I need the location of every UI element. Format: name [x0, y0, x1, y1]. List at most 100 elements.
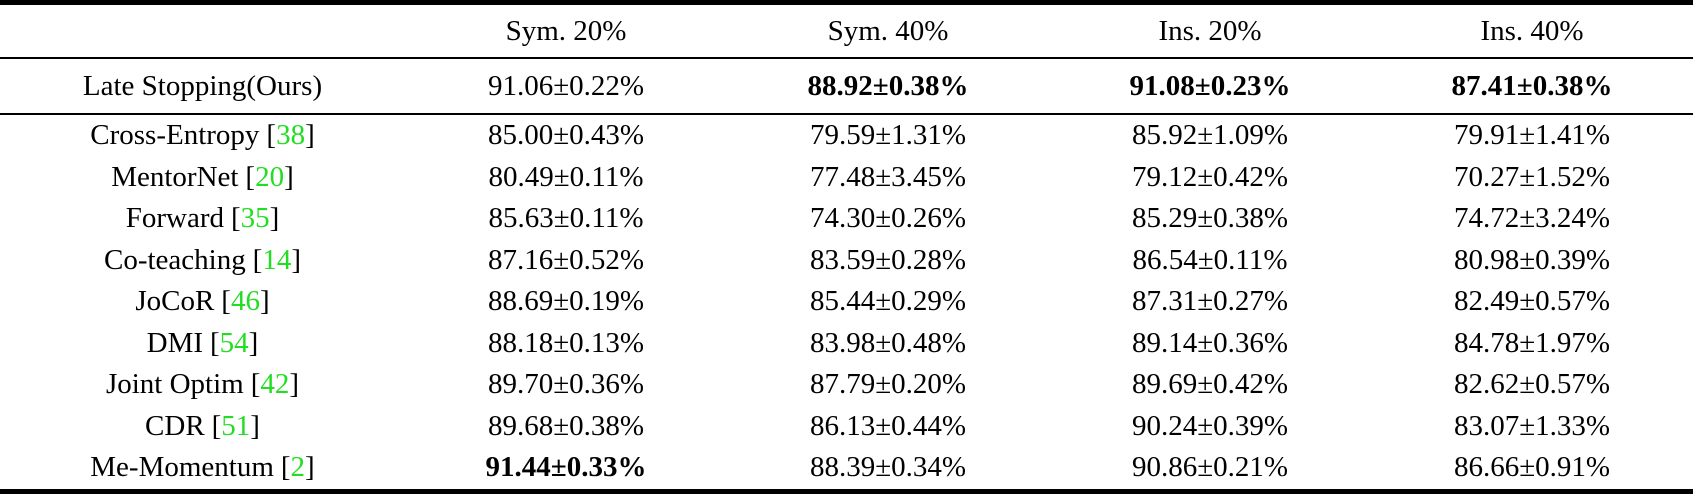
citation: [54]: [210, 327, 258, 359]
table-row-jocor: JoCoR [46] 88.69±0.19% 85.44±0.29% 87.31±…: [0, 281, 1693, 323]
value-cell: 80.98±0.39%: [1453, 243, 1611, 276]
method-name: Me-Momentum: [90, 451, 274, 484]
citation-link[interactable]: 14: [262, 243, 292, 276]
method-cell: CDR [51]: [0, 410, 405, 442]
citation: [51]: [212, 410, 260, 442]
citation-bracket-close: ]: [248, 326, 259, 359]
citation: [14]: [253, 244, 301, 276]
value-cell: 82.62±0.57%: [1453, 368, 1611, 401]
citation-link[interactable]: 35: [240, 202, 270, 235]
value-cell: 88.18±0.13%: [487, 326, 645, 359]
citation: [20]: [245, 161, 293, 193]
value-cell: 77.48±3.45%: [809, 160, 967, 193]
value-cell: 74.30±0.26%: [809, 202, 967, 235]
method-cell: Forward [35]: [0, 204, 405, 233]
citation-link[interactable]: 2: [290, 451, 306, 484]
citation-bracket-open: [: [252, 243, 263, 276]
citation-bracket-close: ]: [259, 285, 270, 318]
table-row-cross-entropy: Cross-Entropy [38] 85.00±0.43% 79.59±1.31…: [0, 115, 1693, 157]
method-name: DMI: [146, 326, 204, 359]
value-cell: 91.08±0.23%: [1129, 69, 1291, 102]
citation-bracket-open: [: [211, 409, 222, 442]
method-cell: JoCoR [46]: [0, 287, 405, 316]
value-cell: 89.14±0.36%: [1131, 326, 1289, 359]
table-row-dmi: DMI [54] 88.18±0.13% 83.98±0.48% 89.14±0.…: [0, 323, 1693, 365]
citation-link[interactable]: 20: [255, 160, 285, 193]
table-row-joint-optim: Joint Optim [42] 89.70±0.36% 87.79±0.20% …: [0, 364, 1693, 406]
value-cell: 83.59±0.28%: [809, 243, 967, 276]
value-cell: 90.24±0.39%: [1131, 409, 1289, 442]
method-cell: Late Stopping(Ours): [82, 69, 323, 102]
bottom-margin: [0, 494, 1693, 502]
header-row: Sym. 20% Sym. 40% Ins. 20% Ins. 40%: [0, 5, 1693, 57]
value-cell: 74.72±3.24%: [1453, 202, 1611, 235]
mid-rule: [0, 113, 1693, 115]
citation: [46]: [221, 285, 269, 317]
method-cell: Co-teaching [14]: [0, 243, 405, 276]
citation-link[interactable]: 38: [276, 119, 306, 152]
value-cell: 88.39±0.34%: [809, 451, 967, 484]
bottom-rule: [0, 488, 1693, 494]
method-cell: Me-Momentum [2]: [0, 453, 405, 482]
value-cell: 86.13±0.44%: [809, 409, 967, 442]
citation-link[interactable]: 51: [221, 409, 251, 442]
citation-link[interactable]: 54: [219, 326, 249, 359]
citation-bracket-open: [: [266, 119, 277, 152]
method-name: Co-teaching: [103, 243, 246, 276]
value-cell: 85.00±0.43%: [487, 119, 645, 152]
top-rule: [0, 0, 1693, 5]
method-cell: Cross-Entropy [38]: [0, 121, 405, 150]
value-cell: 85.29±0.38%: [1131, 202, 1289, 235]
method-name: JoCoR: [135, 285, 215, 318]
value-cell: 79.91±1.41%: [1453, 119, 1611, 152]
citation-bracket-open: [: [245, 160, 256, 193]
value-cell: 80.49±0.11%: [488, 160, 644, 193]
citation-bracket-open: [: [250, 368, 261, 401]
table-row-late-stopping: Late Stopping(Ours) 91.06±0.22% 88.92±0.…: [0, 59, 1693, 113]
value-cell: 87.41±0.38%: [1451, 69, 1613, 102]
method-name: Joint Optim: [105, 368, 244, 401]
value-cell: 91.06±0.22%: [487, 69, 645, 102]
value-cell: 79.12±0.42%: [1131, 160, 1289, 193]
value-cell: 89.69±0.42%: [1131, 368, 1289, 401]
header-cell-sym40: Sym. 40%: [827, 14, 949, 47]
value-cell: 87.31±0.27%: [1131, 285, 1289, 318]
value-cell: 85.92±1.09%: [1131, 119, 1289, 152]
value-cell: 87.16±0.52%: [487, 243, 645, 276]
citation-bracket-close: ]: [291, 243, 302, 276]
value-cell: 83.07±1.33%: [1453, 409, 1611, 442]
citation-link[interactable]: 46: [230, 285, 260, 318]
method-cell: Joint Optim [42]: [0, 370, 405, 399]
citation-bracket-close: ]: [250, 409, 260, 442]
table-row-cdr: CDR [51] 89.68±0.38% 86.13±0.44% 90.24±0.…: [0, 406, 1693, 448]
method-cell: DMI [54]: [0, 326, 405, 359]
value-cell: 84.78±1.97%: [1453, 326, 1611, 359]
value-cell: 90.86±0.21%: [1131, 451, 1289, 484]
value-cell: 86.66±0.91%: [1453, 451, 1611, 484]
citation-bracket-close: ]: [284, 160, 294, 193]
value-cell: 70.27±1.52%: [1453, 160, 1611, 193]
value-cell: 88.92±0.38%: [807, 69, 969, 102]
value-cell: 88.69±0.19%: [487, 285, 645, 318]
citation: [2]: [281, 451, 315, 483]
citation-bracket-close: ]: [305, 119, 315, 152]
value-cell: 85.63±0.11%: [488, 202, 644, 235]
value-cell: 83.98±0.48%: [809, 326, 967, 359]
citation-bracket-open: [: [280, 451, 291, 484]
table-row-forward: Forward [35] 85.63±0.11% 74.30±0.26% 85.2…: [0, 198, 1693, 240]
method-name: Cross-Entropy: [90, 119, 260, 152]
header-cell-ins20: Ins. 20%: [1158, 14, 1262, 47]
method-name: MentorNet: [111, 160, 239, 193]
value-cell: 89.68±0.38%: [487, 409, 645, 442]
header-cell-sym20: Sym. 20%: [505, 14, 627, 47]
citation: [42]: [251, 368, 299, 400]
citation-bracket-close: ]: [269, 202, 280, 235]
citation-bracket-open: [: [210, 326, 220, 359]
header-cell-ins40: Ins. 40%: [1480, 14, 1584, 47]
value-cell: 87.79±0.20%: [809, 368, 967, 401]
table-row-mentornet: MentorNet [20] 80.49±0.11% 77.48±3.45% 79…: [0, 157, 1693, 199]
citation-bracket-open: [: [221, 285, 231, 318]
citation-link[interactable]: 42: [260, 368, 290, 401]
citation-bracket-close: ]: [289, 368, 300, 401]
value-cell: 79.59±1.31%: [809, 119, 967, 152]
